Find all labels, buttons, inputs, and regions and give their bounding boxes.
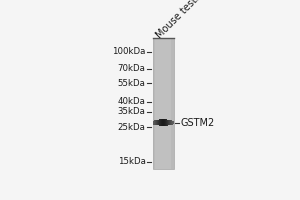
Bar bbox=[153, 38, 173, 169]
Bar bbox=[171, 38, 173, 169]
Text: GSTM2: GSTM2 bbox=[181, 118, 215, 128]
Text: 70kDa: 70kDa bbox=[118, 64, 146, 73]
Text: 40kDa: 40kDa bbox=[118, 97, 146, 106]
Text: 35kDa: 35kDa bbox=[118, 107, 146, 116]
Text: 55kDa: 55kDa bbox=[118, 79, 146, 88]
Text: Mouse testis: Mouse testis bbox=[155, 0, 206, 40]
Bar bbox=[153, 38, 155, 169]
Text: 25kDa: 25kDa bbox=[118, 123, 146, 132]
Text: 15kDa: 15kDa bbox=[118, 157, 146, 166]
Text: 100kDa: 100kDa bbox=[112, 47, 146, 56]
